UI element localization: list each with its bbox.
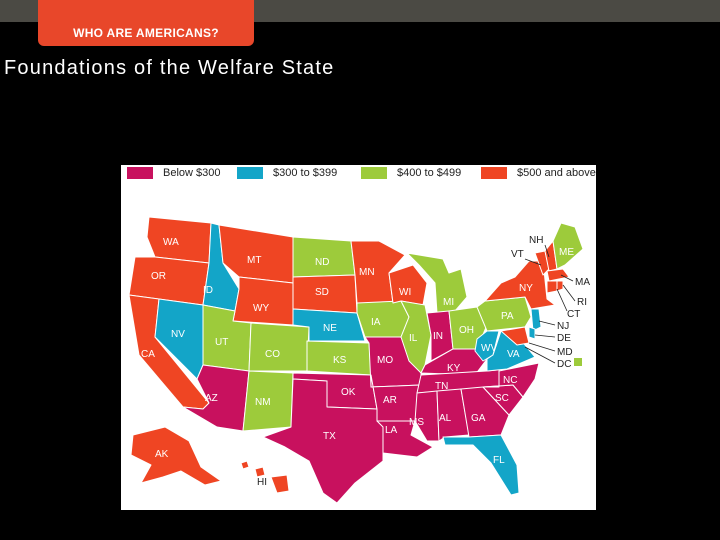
- label-MD: MD: [557, 347, 573, 358]
- label-AK: AK: [155, 449, 169, 460]
- label-NJ: NJ: [557, 321, 569, 332]
- state-AL[interactable]: [436, 388, 470, 442]
- label-VA: VA: [507, 349, 520, 360]
- label-OH: OH: [459, 325, 474, 336]
- legend-swatch: [237, 167, 263, 179]
- label-IN: IN: [433, 331, 443, 342]
- label-AZ: AZ: [205, 393, 218, 404]
- label-CT: CT: [567, 309, 580, 320]
- state-FL[interactable]: [442, 434, 520, 496]
- label-CA: CA: [141, 349, 155, 360]
- state-GA[interactable]: [460, 386, 510, 438]
- label-KY: KY: [447, 363, 461, 374]
- state-MI[interactable]: [406, 252, 468, 314]
- state-WI[interactable]: [388, 264, 428, 306]
- legend-swatch: [361, 167, 387, 179]
- state-NC[interactable]: [482, 362, 540, 398]
- label-SC: SC: [495, 393, 509, 404]
- section-tab[interactable]: WHO ARE AMERICANS?: [38, 0, 254, 46]
- legend-label: $500 and above: [517, 167, 596, 179]
- legend-swatch: [481, 167, 507, 179]
- legend-label: Below $300: [163, 167, 221, 179]
- label-MN: MN: [359, 267, 375, 278]
- state-RI[interactable]: [556, 280, 564, 292]
- label-MI: MI: [443, 297, 454, 308]
- label-PA: PA: [501, 311, 514, 322]
- label-MA: MA: [575, 277, 590, 288]
- label-IA: IA: [371, 317, 381, 328]
- label-MO: MO: [377, 355, 393, 366]
- label-TX: TX: [323, 431, 336, 442]
- label-OR: OR: [151, 271, 166, 282]
- state-AK[interactable]: [130, 426, 222, 486]
- state-DE[interactable]: [528, 326, 536, 340]
- label-IL: IL: [409, 333, 418, 344]
- label-NV: NV: [171, 329, 185, 340]
- label-GA: GA: [471, 413, 486, 424]
- label-UT: UT: [215, 337, 228, 348]
- section-tab-label: WHO ARE AMERICANS?: [73, 26, 219, 40]
- state-VA[interactable]: [486, 330, 536, 372]
- state-WY[interactable]: [232, 276, 294, 326]
- label-DE: DE: [557, 333, 571, 344]
- label-MT: MT: [247, 255, 261, 266]
- state-ME[interactable]: [552, 222, 584, 270]
- label-WA: WA: [163, 237, 179, 248]
- label-ND: ND: [315, 257, 329, 268]
- legend-label: $400 to $499: [397, 167, 462, 179]
- state-HI[interactable]: [240, 460, 290, 494]
- label-WY: WY: [253, 303, 269, 314]
- label-DC: DC: [557, 359, 571, 370]
- legend-item-below-300: Below $300: [127, 167, 221, 179]
- label-HI: HI: [257, 477, 267, 488]
- legend-item-300-399: $300 to $399: [237, 167, 337, 179]
- label-WI: WI: [399, 287, 411, 298]
- label-OK: OK: [341, 387, 356, 398]
- label-ME: ME: [559, 247, 574, 258]
- state-LA[interactable]: [376, 420, 434, 458]
- benefits-map: Below $300 $300 to $399 $400 to $499 $50…: [121, 165, 596, 510]
- label-NC: NC: [503, 375, 517, 386]
- state-WA[interactable]: [146, 216, 212, 264]
- state-NY[interactable]: [484, 260, 556, 310]
- label-SD: SD: [315, 287, 329, 298]
- legend-label: $300 to $399: [273, 167, 338, 179]
- label-RI: RI: [577, 297, 587, 308]
- label-VT: VT: [511, 249, 524, 260]
- label-NM: NM: [255, 397, 271, 408]
- label-ID: ID: [203, 285, 213, 296]
- label-NH: NH: [529, 235, 543, 246]
- label-FL: FL: [493, 455, 505, 466]
- state-CO[interactable]: [248, 322, 310, 372]
- label-KS: KS: [333, 355, 347, 366]
- label-LA: LA: [385, 425, 398, 436]
- label-TN: TN: [435, 381, 448, 392]
- label-AR: AR: [383, 395, 397, 406]
- state-CT[interactable]: [546, 280, 558, 294]
- state-MA[interactable]: [546, 268, 570, 282]
- label-MS: MS: [409, 417, 424, 428]
- state-TX[interactable]: [262, 378, 384, 504]
- slide-title: Foundations of the Welfare State: [4, 57, 335, 79]
- legend-item-400-499: $400 to $499: [361, 167, 461, 179]
- us-map: WA OR CA ID NV MT WY UT AZ CO NM ND SD N…: [128, 216, 590, 504]
- state-MS[interactable]: [414, 390, 440, 442]
- label-CO: CO: [265, 349, 280, 360]
- state-IA[interactable]: [356, 300, 410, 338]
- state-NJ[interactable]: [530, 308, 542, 332]
- legend-swatch: [127, 167, 153, 179]
- label-WV: WV: [481, 343, 497, 354]
- label-NE: NE: [323, 323, 337, 334]
- legend-item-500-above: $500 and above: [481, 167, 596, 179]
- dc-marker: [574, 358, 582, 366]
- label-AL: AL: [439, 413, 452, 424]
- label-NY: NY: [519, 283, 533, 294]
- map-legend: Below $300 $300 to $399 $400 to $499 $50…: [121, 165, 596, 181]
- leader-lines: [524, 244, 576, 364]
